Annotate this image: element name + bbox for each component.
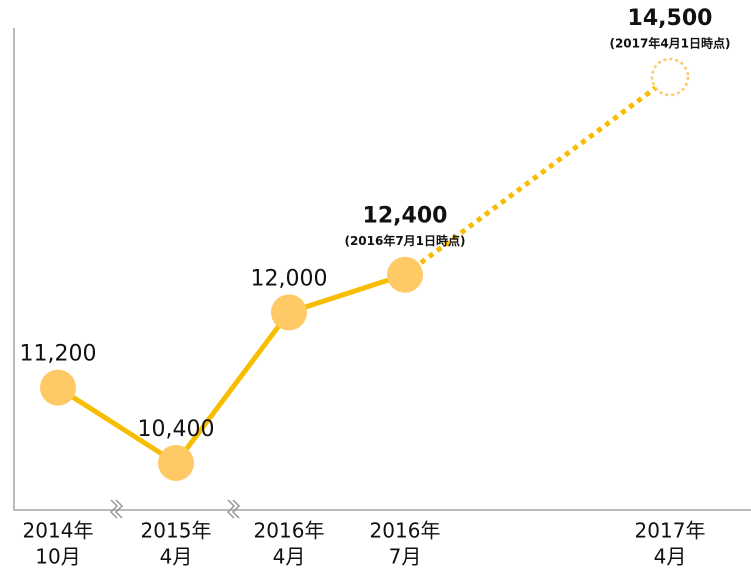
axis-break <box>109 499 241 519</box>
value-label: 14,500 <box>628 6 713 31</box>
marker <box>387 256 423 293</box>
x-tick-label: 4月 <box>654 545 687 569</box>
x-tick-label: 2015年 <box>141 519 212 543</box>
value-label: 12,000 <box>251 266 328 291</box>
x-tick-label: 4月 <box>160 545 193 569</box>
marker <box>40 369 76 406</box>
value-label: 10,400 <box>138 417 215 442</box>
marker <box>158 444 194 481</box>
x-tick-label: 2014年 <box>23 519 94 543</box>
x-tick-label: 10月 <box>35 545 80 569</box>
marker <box>271 294 307 331</box>
marker <box>650 57 690 97</box>
annotation: (2016年7月1日時点) <box>344 233 465 248</box>
x-tick-label: 4月 <box>273 545 306 569</box>
x-tick-label: 7月 <box>389 545 422 569</box>
x-tick-label: 2016年 <box>254 519 325 543</box>
line <box>56 272 406 466</box>
value-label: 12,400 <box>363 204 448 229</box>
value-label: 11,200 <box>20 342 97 367</box>
x-tick-label: 2017年 <box>635 519 706 543</box>
x-tick-label: 2016年 <box>370 519 441 543</box>
annotation: (2017年4月1日時点) <box>609 36 730 51</box>
